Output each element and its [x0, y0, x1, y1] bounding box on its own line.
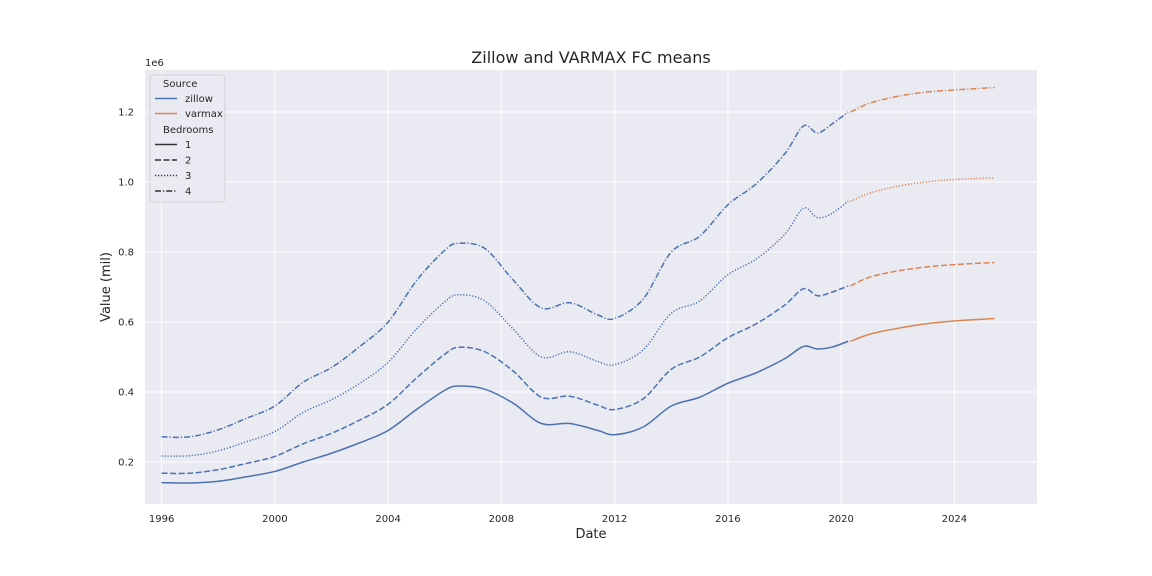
y-axis-label: Value (mil): [99, 252, 114, 322]
x-tick-label: 2024: [942, 514, 967, 525]
x-tick-label: 1996: [149, 514, 174, 525]
legend-title-bedrooms: Bedrooms: [163, 125, 213, 136]
x-axis-label: Date: [575, 527, 606, 542]
series-line-varmax-4: [850, 86, 995, 113]
series-line-varmax-2: [850, 261, 995, 287]
x-tick-label: 2012: [602, 514, 627, 525]
x-tick-label: 2000: [262, 514, 287, 525]
series-line-varmax-3: [850, 177, 995, 202]
y-axis-offset-label: 1e6: [145, 58, 164, 69]
x-axis-ticks: 1996 2000 2004 2008 2012 2016 2020 2024: [149, 514, 967, 525]
legend-label-varmax: varmax: [185, 109, 223, 120]
y-axis-ticks: 0.2 0.4 0.6 0.8 1.0 1.2: [118, 108, 134, 469]
legend: Source zillow varmax Bedrooms 1 2 3 4: [149, 74, 226, 203]
legend-label-bedrooms-4: 4: [185, 187, 191, 198]
legend-label-bedrooms-2: 2: [185, 156, 191, 167]
series-line-zillow-4: [161, 111, 849, 439]
chart-title: Zillow and VARMAX FC means: [471, 48, 710, 67]
y-tick-label: 1.2: [118, 108, 134, 119]
plot-area: [145, 70, 1037, 504]
legend-label-zillow: zillow: [185, 94, 213, 105]
series-line-varmax-1: [850, 317, 995, 342]
y-tick-label: 0.2: [118, 458, 134, 469]
grid: [145, 70, 1037, 504]
series-line-zillow-3: [161, 200, 849, 457]
legend-title-source: Source: [163, 79, 197, 90]
x-tick-label: 2016: [715, 514, 740, 525]
x-tick-label: 2008: [489, 514, 514, 525]
legend-box: [149, 74, 226, 203]
series-layer: [161, 86, 995, 484]
x-tick-label: 2020: [828, 514, 853, 525]
legend-label-bedrooms-1: 1: [185, 140, 191, 151]
y-tick-label: 0.4: [118, 388, 134, 399]
series-line-zillow-2: [161, 285, 849, 475]
y-tick-label: 1.0: [118, 178, 134, 189]
legend-label-bedrooms-3: 3: [185, 171, 191, 182]
y-tick-label: 0.8: [118, 248, 134, 259]
x-tick-label: 2004: [375, 514, 400, 525]
y-tick-label: 0.6: [118, 318, 134, 329]
series-line-zillow-1: [161, 340, 849, 484]
